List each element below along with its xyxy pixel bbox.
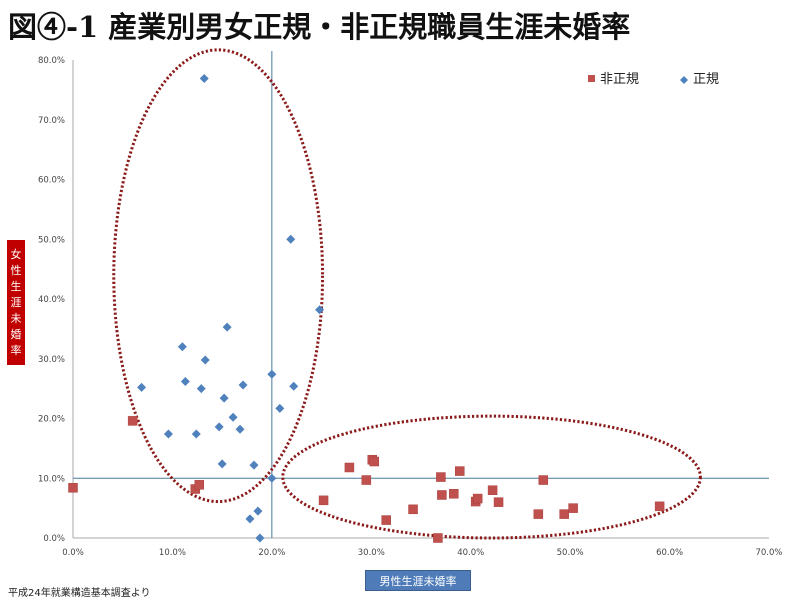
legend-diamond-icon <box>680 76 688 84</box>
y-tick-label: 80.0% <box>38 56 65 66</box>
regular-point <box>228 412 238 422</box>
non-regular-point <box>538 475 549 485</box>
x-tick-label: 40.0% <box>457 548 484 558</box>
non-regular-point <box>369 456 380 467</box>
regular-point <box>275 403 285 413</box>
non-regular-point <box>361 475 372 485</box>
non-regular-point <box>654 501 665 512</box>
regular-point <box>196 384 206 394</box>
non-regular-point <box>344 462 355 473</box>
y-tick-label: 70.0% <box>38 116 65 126</box>
x-tick-label: 10.0% <box>159 548 186 558</box>
non-regular-cluster-ellipse <box>281 414 702 540</box>
x-axis-label: 男性生涯未婚率 <box>365 570 471 591</box>
regular-point <box>235 424 245 434</box>
x-tick-label: 20.0% <box>258 548 285 558</box>
non-regular-point <box>194 480 205 490</box>
regular-point <box>163 429 173 439</box>
y-axis-label-char: 生 <box>10 279 22 293</box>
non-regular-point <box>408 504 418 515</box>
regular-point <box>217 459 227 469</box>
chart-title: 図④-1 産業別男女正規・非正規職員生涯未婚率 <box>8 10 631 44</box>
non-regular-point <box>436 472 446 482</box>
regular-point <box>222 322 232 332</box>
x-tick-label: 60.0% <box>656 548 683 558</box>
regular-point <box>200 355 210 365</box>
y-tick-label: 40.0% <box>38 295 65 305</box>
y-axis-label-char: 涯 <box>10 295 22 309</box>
y-tick-label: 20.0% <box>38 415 65 425</box>
y-axis-label-char: 性 <box>10 263 22 277</box>
non-regular-point <box>68 483 78 493</box>
non-regular-point <box>437 490 447 500</box>
regular-point <box>214 422 224 432</box>
regular-point <box>315 305 325 315</box>
y-tick-label: 30.0% <box>38 355 65 365</box>
regular-point <box>255 533 265 543</box>
y-axis-label-char: 婚 <box>10 327 22 341</box>
x-tick-label: 50.0% <box>557 548 584 558</box>
regular-point <box>238 380 248 390</box>
y-axis-label-char: 率 <box>10 343 22 357</box>
non-regular-point <box>381 515 391 525</box>
non-regular-point <box>127 416 138 426</box>
y-tick-label: 10.0% <box>38 474 65 484</box>
y-axis-label: 女性生涯未婚率 <box>7 240 25 365</box>
x-tick-label: 70.0% <box>755 548 782 558</box>
regular-point <box>177 342 187 352</box>
regular-cluster-ellipse <box>112 48 325 504</box>
y-tick-label: 50.0% <box>38 235 65 245</box>
regular-point <box>286 234 296 244</box>
regular-point <box>191 429 201 439</box>
regular-point <box>289 381 299 391</box>
non-regular-point <box>449 489 459 499</box>
regular-point <box>267 473 277 483</box>
non-regular-point <box>568 503 578 513</box>
non-regular-point <box>487 485 498 495</box>
y-tick-label: 0.0% <box>43 534 65 544</box>
regular-point <box>245 514 255 524</box>
regular-point <box>267 369 277 379</box>
regular-point <box>137 382 147 392</box>
y-axis-label-char: 未 <box>10 311 22 325</box>
non-regular-point <box>318 495 329 506</box>
source-note: 平成24年就業構造基本調査より <box>8 588 151 599</box>
y-axis-label-char: 女 <box>10 247 22 261</box>
regular-point <box>199 74 209 84</box>
non-regular-point <box>472 493 483 504</box>
legend-label-regular: 正規 <box>693 72 719 87</box>
regular-point <box>219 393 229 403</box>
non-regular-point <box>433 533 443 543</box>
non-regular-point <box>455 466 465 476</box>
non-regular-point <box>493 497 504 507</box>
regular-point <box>249 460 259 470</box>
legend-label-non-regular: 非正規 <box>600 72 639 87</box>
non-regular-point <box>533 509 544 519</box>
non-regular-point <box>559 509 569 519</box>
legend-square-icon <box>588 75 595 82</box>
y-tick-label: 60.0% <box>38 176 65 186</box>
regular-point <box>180 376 190 386</box>
x-tick-label: 30.0% <box>358 548 385 558</box>
x-tick-label: 0.0% <box>62 548 84 558</box>
regular-point <box>253 506 263 516</box>
